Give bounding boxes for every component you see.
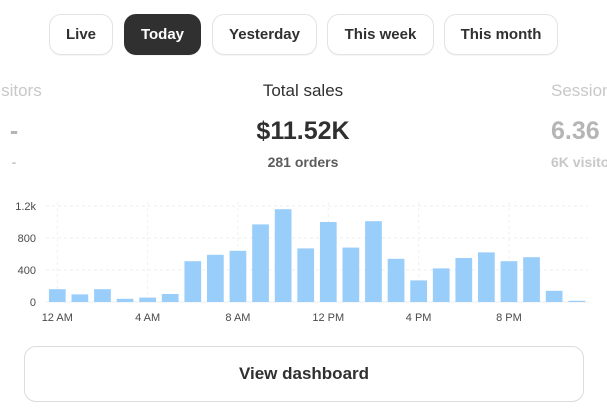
metric-visitors-label: Visitors xyxy=(0,81,42,100)
chart-bar xyxy=(139,297,156,302)
chart-bar xyxy=(568,300,586,302)
metric-total-sales-value: $11.52K xyxy=(256,117,350,145)
metric-visitors-value: - xyxy=(9,117,19,145)
chart-bar xyxy=(410,280,427,302)
chart-bar xyxy=(161,294,179,302)
x-tick-label: 12 AM xyxy=(42,312,73,324)
tab-today[interactable]: Today xyxy=(124,14,201,55)
metric-visitors[interactable]: Visitors - - xyxy=(0,78,74,172)
tab-this-week[interactable]: This week xyxy=(327,14,434,55)
y-tick-label: 0 xyxy=(30,297,36,309)
metric-total-sales-label: Total sales xyxy=(262,81,344,100)
metric-total-sales[interactable]: Total sales $11.52K 281 orders xyxy=(203,78,403,172)
chart-bar xyxy=(274,209,292,302)
chart-bar xyxy=(71,294,89,302)
chart-bar xyxy=(365,221,382,302)
view-dashboard-button[interactable]: View dashboard xyxy=(24,346,584,402)
chart-bar xyxy=(319,222,337,302)
x-tick-label: 8 AM xyxy=(225,312,250,324)
chart-bar xyxy=(48,289,66,302)
tab-this-month[interactable]: This month xyxy=(444,14,558,55)
chart-bar xyxy=(94,289,111,302)
tab-live[interactable]: Live xyxy=(49,14,113,55)
chart-bar xyxy=(545,290,563,302)
chart-bar xyxy=(116,298,134,302)
chart-bar xyxy=(297,248,315,302)
metric-sessions[interactable]: Sessions 6.36 6K visitors xyxy=(551,78,607,172)
chart-bar xyxy=(229,250,247,302)
metric-sessions-sub: 6K visitors xyxy=(551,154,607,170)
x-tick-label: 4 PM xyxy=(406,312,432,324)
chart-bar xyxy=(252,224,269,302)
y-tick-label: 400 xyxy=(18,265,36,277)
chart-bar xyxy=(342,247,360,302)
chart-bar xyxy=(478,252,495,302)
y-tick-label: 1.2k xyxy=(15,201,36,213)
chart-bar xyxy=(387,258,405,302)
date-range-tabs: Live Today Yesterday This week This mont… xyxy=(0,14,607,57)
chart-bar xyxy=(207,254,224,302)
metric-total-sales-sub: 281 orders xyxy=(267,154,339,170)
tab-yesterday[interactable]: Yesterday xyxy=(212,14,317,55)
metric-sessions-value: 6.36 xyxy=(551,117,600,145)
sales-bar-chart: 0 400 800 1.2k 12 AM 4 AM 8 AM 12 PM 4 PM 8 PM xyxy=(15,201,588,324)
metric-visitors-sub: - xyxy=(11,154,17,170)
x-tick-label: 12 PM xyxy=(312,312,344,324)
chart-bar xyxy=(455,258,473,302)
chart-bar xyxy=(500,261,518,302)
y-tick-label: 800 xyxy=(18,233,36,245)
metric-sessions-label: Sessions xyxy=(551,81,607,100)
x-tick-label: 8 PM xyxy=(496,312,522,324)
chart-bar xyxy=(523,257,540,302)
chart-bar xyxy=(432,268,450,302)
chart-bar xyxy=(184,261,202,302)
x-tick-label: 4 AM xyxy=(135,312,160,324)
